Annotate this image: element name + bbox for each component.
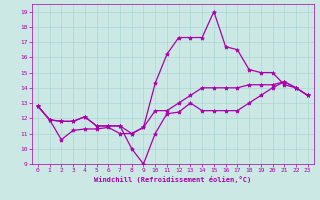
X-axis label: Windchill (Refroidissement éolien,°C): Windchill (Refroidissement éolien,°C) — [94, 176, 252, 183]
